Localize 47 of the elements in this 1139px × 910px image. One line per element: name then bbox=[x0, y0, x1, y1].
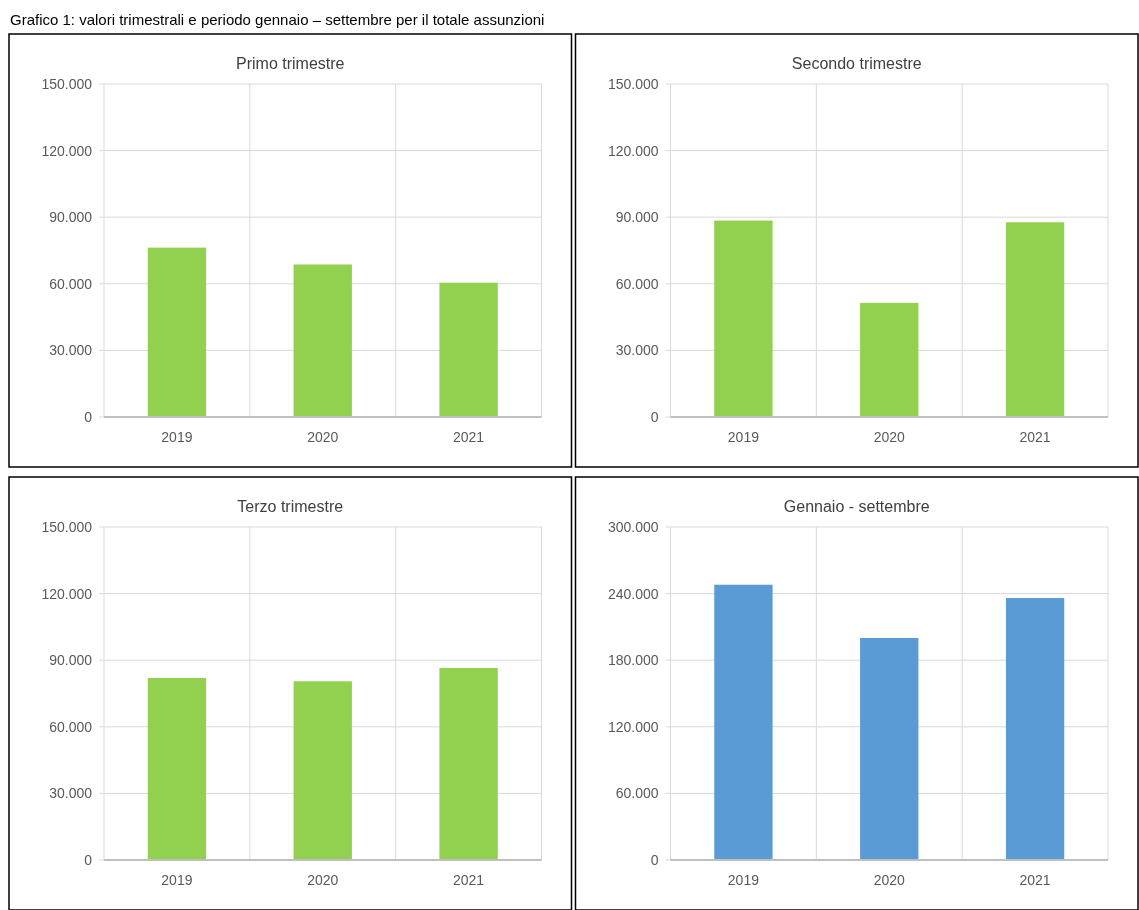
y-tick-label: 60.000 bbox=[49, 718, 93, 735]
y-tick-label: 60.000 bbox=[615, 275, 659, 292]
y-tick-label: 180.000 bbox=[607, 652, 659, 669]
y-tick-label: 60.000 bbox=[615, 785, 659, 802]
y-tick-label: 150.000 bbox=[41, 75, 93, 92]
chart-title: Secondo trimestre bbox=[791, 55, 922, 72]
y-tick-label: 120.000 bbox=[607, 142, 659, 159]
x-tick-label: 2021 bbox=[453, 872, 485, 888]
bar bbox=[147, 247, 207, 417]
x-tick-label: 2021 bbox=[453, 429, 485, 445]
x-tick-label: 2021 bbox=[1019, 429, 1051, 445]
y-tick-label: 300.000 bbox=[607, 518, 659, 535]
y-tick-label: 30.000 bbox=[49, 342, 93, 359]
y-tick-label: 90.000 bbox=[49, 209, 93, 226]
x-tick-label: 2020 bbox=[307, 429, 339, 445]
y-tick-label: 90.000 bbox=[49, 652, 93, 669]
y-tick-label: 60.000 bbox=[49, 275, 93, 292]
chart-title: Gennaio - settembre bbox=[783, 498, 930, 515]
y-tick-label: 120.000 bbox=[607, 718, 659, 735]
x-tick-label: 2020 bbox=[307, 872, 339, 888]
y-tick-label: 90.000 bbox=[615, 209, 659, 226]
y-tick-label: 30.000 bbox=[49, 785, 93, 802]
bar bbox=[860, 302, 919, 417]
y-tick-label: 150.000 bbox=[41, 518, 93, 535]
y-tick-label: 0 bbox=[84, 408, 93, 425]
y-tick-label: 0 bbox=[84, 851, 93, 868]
bar bbox=[439, 282, 498, 417]
x-tick-label: 2019 bbox=[727, 872, 760, 888]
y-tick-label: 120.000 bbox=[41, 585, 93, 602]
y-tick-label: 150.000 bbox=[607, 75, 659, 92]
y-tick-label: 0 bbox=[650, 408, 659, 425]
bar bbox=[1005, 222, 1065, 417]
x-tick-label: 2020 bbox=[873, 872, 906, 888]
text: Grafico 1: valori trimestrali e periodo gennaio – settembre per il totale assunzioni bbox=[10, 11, 545, 28]
x-tick-label: 2021 bbox=[1019, 872, 1051, 888]
y-tick-label: 30.000 bbox=[615, 342, 659, 359]
chart-title: Terzo trimestre bbox=[237, 498, 344, 515]
bar bbox=[293, 264, 352, 417]
x-tick-label: 2019 bbox=[727, 429, 760, 445]
y-tick-label: 240.000 bbox=[607, 585, 659, 602]
y-tick-label: 120.000 bbox=[41, 142, 93, 159]
x-tick-label: 2020 bbox=[873, 429, 906, 445]
bar bbox=[714, 220, 773, 417]
y-tick-label: 0 bbox=[650, 851, 659, 868]
x-tick-label: 2019 bbox=[161, 872, 193, 888]
x-tick-label: 2019 bbox=[161, 429, 193, 445]
chart-title: Primo trimestre bbox=[236, 55, 345, 72]
